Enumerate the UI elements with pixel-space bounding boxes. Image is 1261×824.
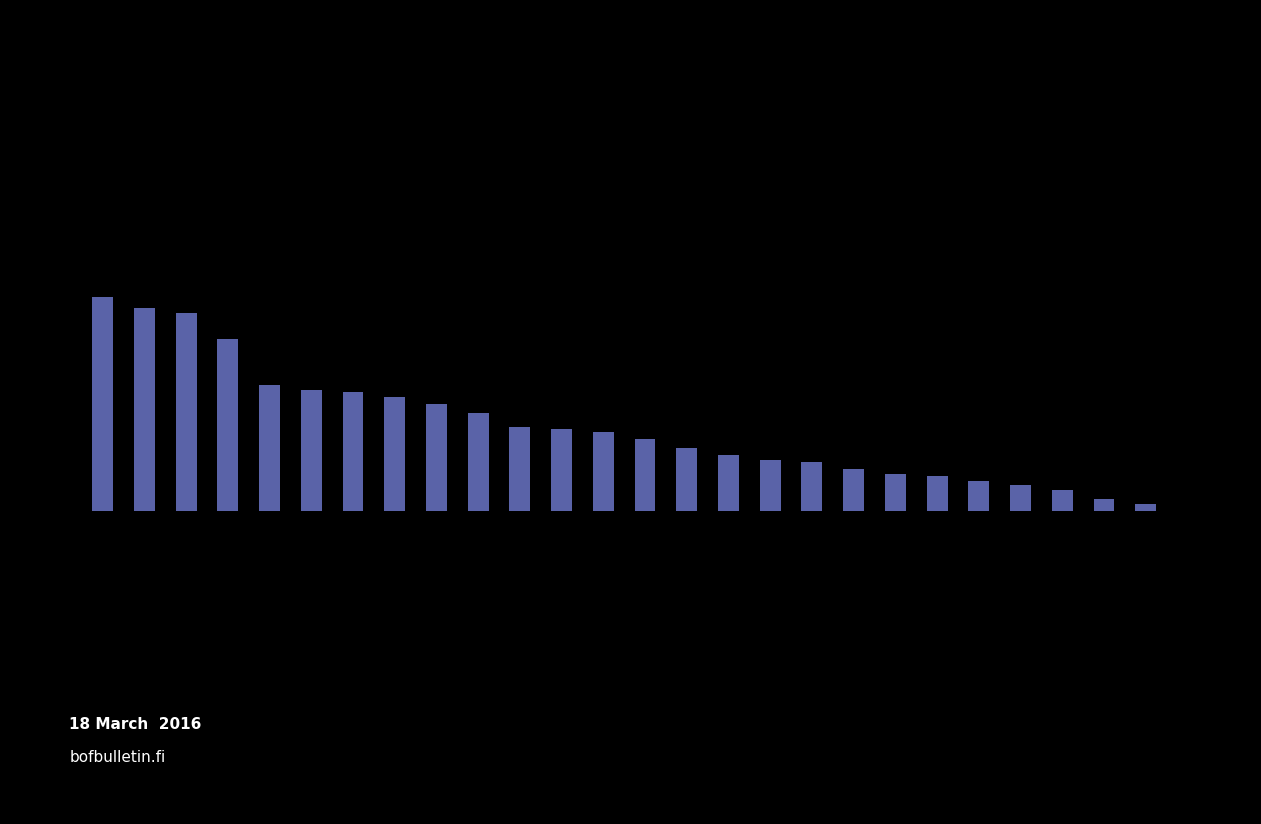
Bar: [927, 476, 947, 511]
Bar: [968, 480, 989, 511]
Bar: [1135, 504, 1156, 511]
Bar: [760, 460, 781, 511]
Bar: [385, 397, 405, 511]
Bar: [551, 429, 572, 511]
Bar: [634, 438, 656, 511]
Bar: [885, 474, 905, 511]
Bar: [426, 404, 446, 511]
Bar: [1052, 490, 1073, 511]
Text: bofbulletin.fi: bofbulletin.fi: [69, 750, 165, 765]
Bar: [301, 390, 322, 511]
Bar: [217, 339, 238, 511]
Bar: [468, 413, 488, 511]
Bar: [1010, 485, 1031, 511]
Bar: [593, 432, 614, 511]
Bar: [175, 313, 197, 511]
Bar: [1093, 499, 1115, 511]
Bar: [802, 462, 822, 511]
Text: 18 March  2016: 18 March 2016: [69, 717, 202, 733]
Bar: [92, 297, 113, 511]
Bar: [844, 469, 864, 511]
Bar: [718, 455, 739, 511]
Bar: [260, 386, 280, 511]
Bar: [343, 392, 363, 511]
Bar: [134, 308, 155, 511]
Bar: [509, 427, 531, 511]
Bar: [676, 448, 697, 511]
